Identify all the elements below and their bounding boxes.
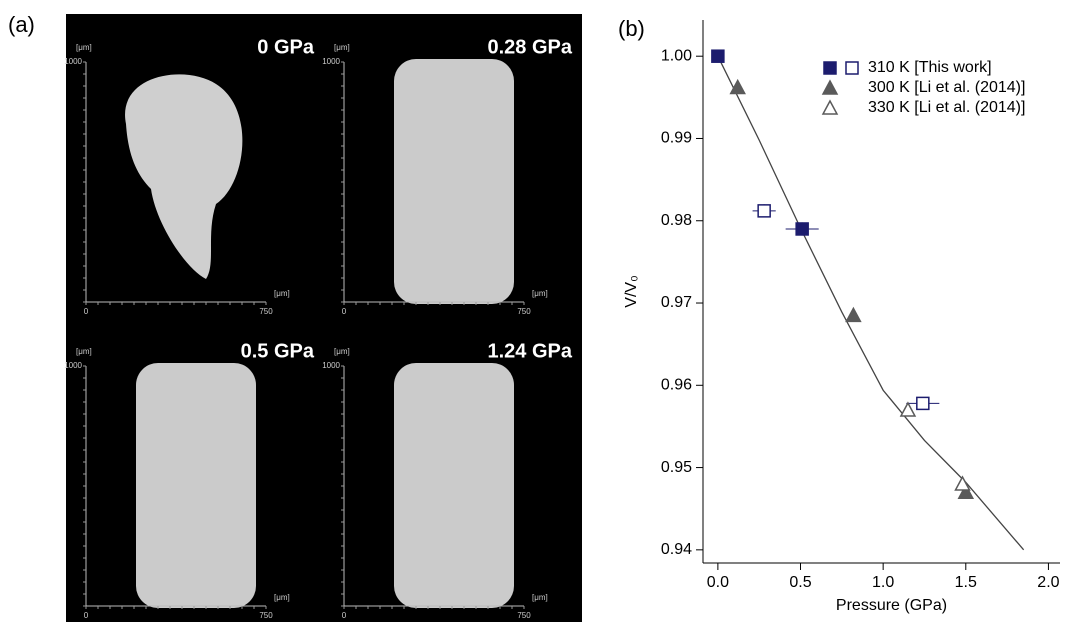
image-tick-label: 1000 — [322, 57, 340, 66]
panel-label: (b) — [618, 16, 645, 41]
image-tick-label: 1000 — [64, 361, 82, 370]
image-unit: [μm] — [274, 593, 290, 602]
y-tick-label: 0.98 — [661, 212, 692, 229]
image-unit: [μm] — [532, 289, 548, 298]
fit-curve — [717, 55, 1025, 551]
specimen — [125, 74, 243, 279]
pressure-label: 1.24 GPa — [487, 340, 572, 362]
pressure-label: 0.28 GPa — [487, 36, 572, 58]
data-point — [957, 483, 975, 499]
specimen — [394, 363, 514, 608]
legend-label: 330 K [Li et al. (2014)] — [868, 99, 1025, 116]
image-unit: [μm] — [334, 347, 350, 356]
image-tick-label: 0 — [84, 307, 89, 316]
x-axis-label: Pressure (GPa) — [836, 597, 947, 614]
specimen — [136, 363, 256, 608]
x-tick-label: 1.0 — [872, 574, 894, 591]
y-tick-label: 0.99 — [661, 130, 692, 147]
image-tick-label: 750 — [517, 307, 531, 316]
legend-marker — [845, 61, 859, 75]
legend-marker — [821, 79, 839, 95]
image-unit: [μm] — [76, 347, 92, 356]
data-point — [916, 396, 930, 411]
pressure-label: 0.5 GPa — [241, 340, 315, 362]
data-point — [795, 222, 809, 236]
specimen — [394, 59, 514, 304]
data-point — [954, 475, 971, 491]
y-tick-label: 0.94 — [661, 541, 692, 558]
image-tick-label: 1000 — [64, 57, 82, 66]
legend-marker — [821, 99, 839, 115]
image-tick-label: 750 — [259, 611, 273, 620]
x-tick-label: 0.5 — [789, 574, 811, 591]
x-tick-label: 2.0 — [1037, 574, 1059, 591]
image-tick-label: 0 — [84, 611, 89, 620]
image-unit: [μm] — [76, 43, 92, 52]
pressure-label: 0 GPa — [257, 36, 315, 58]
data-point — [711, 49, 725, 63]
legend-label: 300 K [Li et al. (2014)] — [868, 79, 1025, 96]
x-tick-label: 0.0 — [707, 574, 729, 591]
data-point — [757, 204, 771, 218]
image-tick-label: 750 — [259, 307, 273, 316]
y-tick-label: 0.95 — [661, 459, 692, 476]
legend-label: 310 K [This work] — [868, 59, 992, 76]
y-axis-label: V/V₀ — [623, 275, 640, 307]
data-point — [899, 401, 917, 417]
y-tick-label: 1.00 — [661, 47, 692, 64]
data-point — [729, 78, 746, 95]
data-point — [845, 306, 862, 323]
image-tick-label: 0 — [342, 611, 347, 620]
image-unit: [μm] — [334, 43, 350, 52]
image-unit: [μm] — [274, 289, 290, 298]
image-tick-label: 0 — [342, 307, 347, 316]
y-tick-label: 0.96 — [661, 377, 692, 394]
image-unit: [μm] — [532, 593, 548, 602]
image-tick-label: 750 — [517, 611, 531, 620]
x-tick-label: 1.5 — [955, 574, 977, 591]
y-tick-label: 0.97 — [661, 294, 692, 311]
legend-marker — [823, 61, 837, 75]
panel-label: (a) — [8, 12, 35, 37]
image-tick-label: 1000 — [322, 361, 340, 370]
